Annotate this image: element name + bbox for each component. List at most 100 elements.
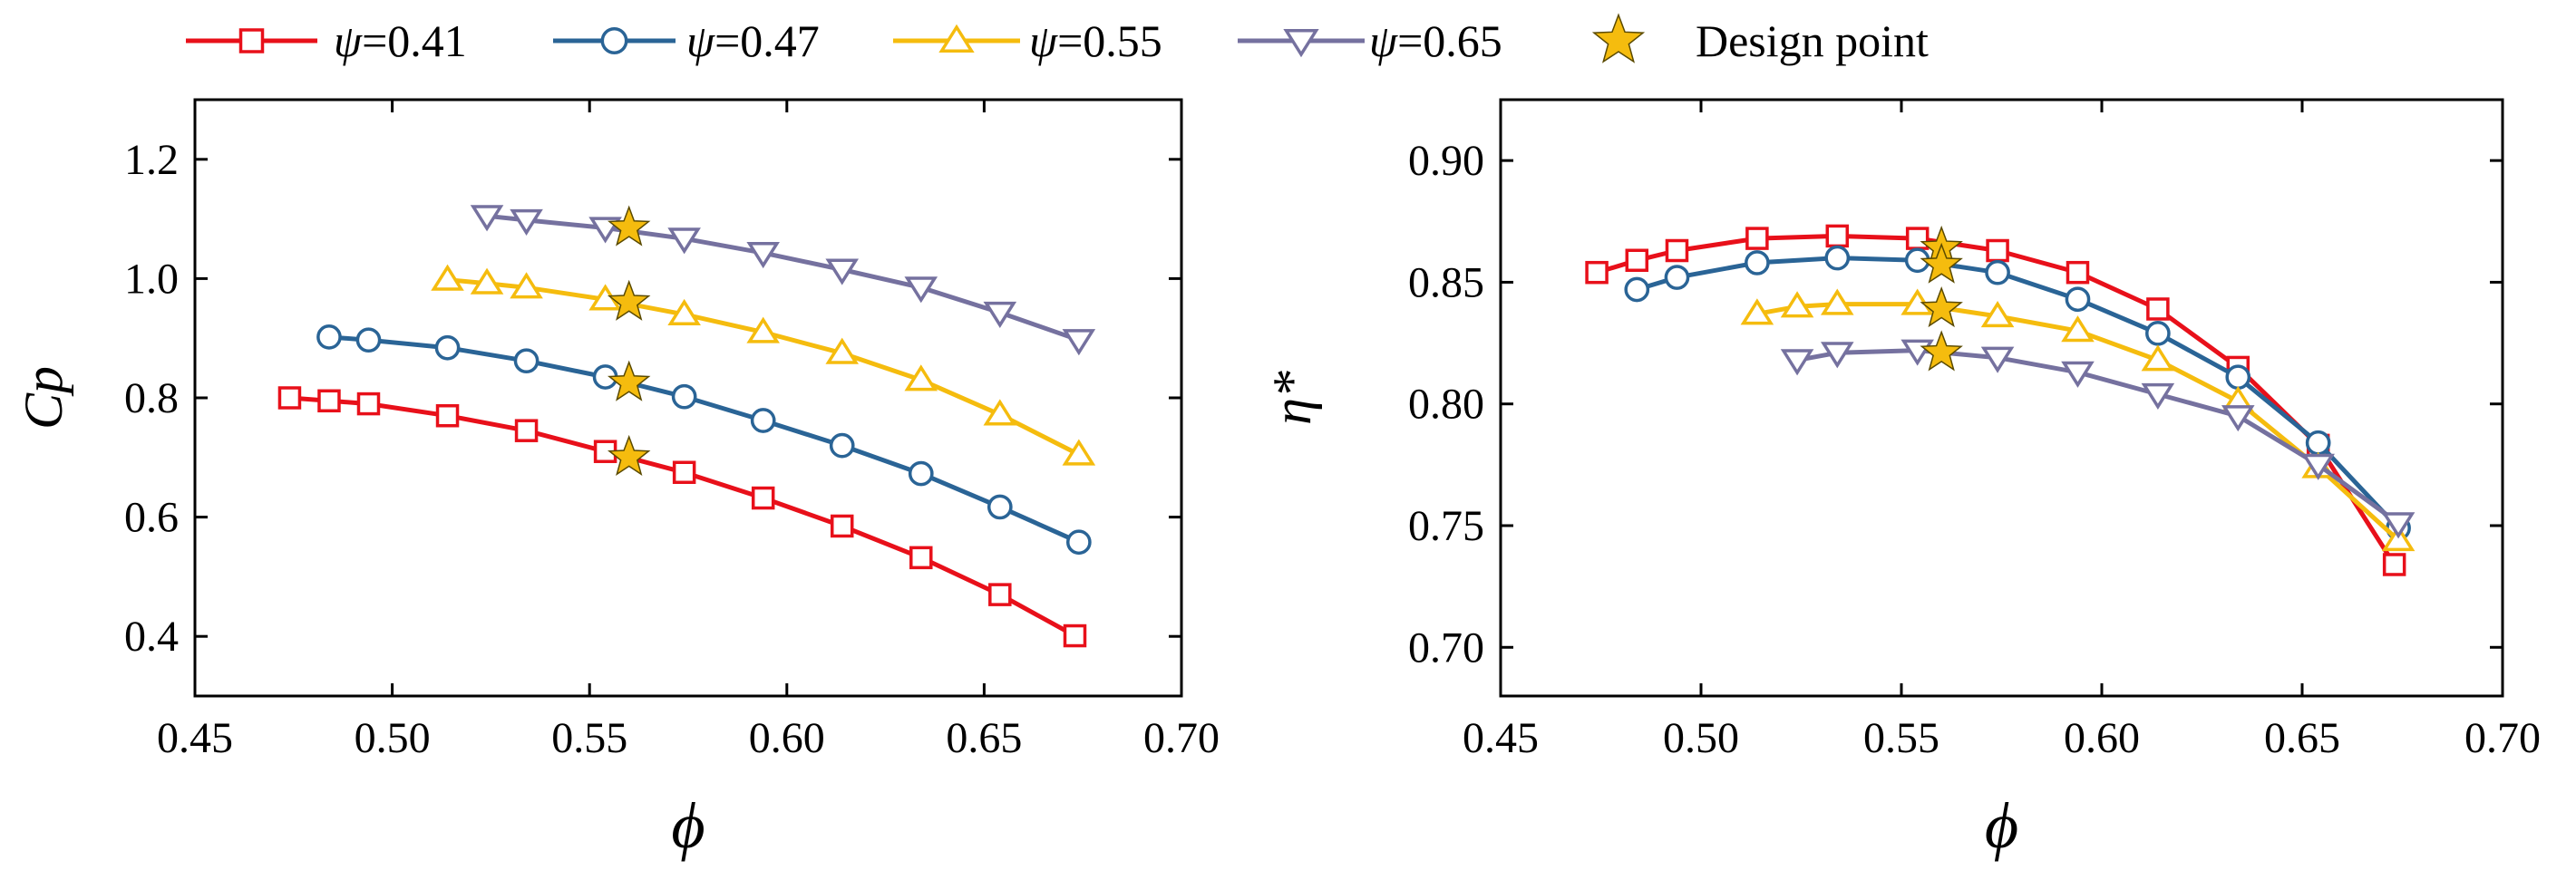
series-line <box>486 213 1080 343</box>
y-tick-label: 0.80 <box>1408 381 1484 429</box>
legend-value: =0.55 <box>1057 15 1162 66</box>
data-point <box>510 208 543 236</box>
design-point-star <box>1920 242 1963 284</box>
data-point <box>2381 512 2416 539</box>
x-tick-label: 0.65 <box>946 714 1022 762</box>
x-tick-label: 0.60 <box>2064 714 2140 762</box>
data-point <box>434 334 461 361</box>
data-point <box>470 267 504 295</box>
y-tick-label: 0.75 <box>1408 502 1484 550</box>
data-point <box>1820 342 1854 369</box>
data-point <box>667 298 701 325</box>
plot-frame <box>1499 98 2504 698</box>
data-point <box>2141 382 2175 411</box>
data-point <box>2221 405 2255 432</box>
y-tick-label: 0.6 <box>124 494 179 542</box>
design-point-star <box>1920 286 1963 328</box>
data-point <box>904 276 938 304</box>
series-circle <box>1624 245 2411 541</box>
data-point <box>746 242 780 269</box>
y-tick-label: 0.90 <box>1408 137 1484 185</box>
data-point <box>431 264 464 291</box>
series-circle <box>316 324 1092 556</box>
legend-marker <box>938 24 975 53</box>
data-point <box>470 205 504 232</box>
data-point <box>1824 245 1851 271</box>
x-tick-label: 0.55 <box>551 714 627 762</box>
series-line <box>447 277 1080 457</box>
legend-label: ψ=0.47 <box>686 15 820 66</box>
data-point <box>1585 260 1609 285</box>
data-point <box>908 460 934 487</box>
y-tick-label: 0.8 <box>124 374 179 422</box>
data-point <box>825 258 860 285</box>
x-tick-label: 0.50 <box>355 714 431 762</box>
design-point-star <box>608 434 651 476</box>
series-line <box>328 334 1080 545</box>
data-point <box>355 327 382 353</box>
x-tick-label: 0.70 <box>2464 714 2541 762</box>
legend-item: ψ=0.41 <box>186 15 467 66</box>
x-tick-label: 0.45 <box>157 714 233 762</box>
data-point <box>1980 300 2015 328</box>
data-point <box>435 403 460 428</box>
legend-symbol: ψ <box>686 15 715 66</box>
design-point-star <box>608 205 651 246</box>
legend-value: =0.41 <box>362 15 467 66</box>
y-tick-label: 0.85 <box>1408 258 1484 306</box>
data-point <box>1625 248 1649 273</box>
design-points <box>608 205 651 476</box>
legend-label: Design point <box>1696 15 1929 66</box>
legend-marker <box>600 27 628 54</box>
y-tick-label: 0.70 <box>1408 624 1484 672</box>
x-tick-label: 0.60 <box>749 714 825 762</box>
y-tick-label: 0.4 <box>124 613 179 661</box>
legend-label: ψ=0.41 <box>334 15 467 66</box>
data-point <box>987 494 1013 520</box>
data-point <box>514 419 539 442</box>
data-point <box>2305 430 2331 456</box>
data-point <box>2225 364 2251 391</box>
data-point <box>1905 227 1930 250</box>
legend-item: Design point <box>1591 13 1929 66</box>
series-triangle-down <box>470 205 1096 356</box>
data-point <box>1985 259 2010 285</box>
series-line <box>1636 256 2400 530</box>
data-point <box>1063 624 1087 648</box>
series-line <box>1756 302 2400 542</box>
series-square <box>277 386 1087 648</box>
data-point <box>671 383 697 410</box>
data-point <box>983 301 1017 328</box>
data-point <box>672 460 696 484</box>
data-point <box>1740 298 1774 325</box>
legend-value: =0.65 <box>1397 15 1502 66</box>
legend-symbol: ψ <box>1369 15 1398 66</box>
data-point <box>2061 361 2095 388</box>
design-point-star <box>1920 330 1963 372</box>
data-point <box>751 486 775 510</box>
data-point <box>1820 288 1854 315</box>
data-point <box>1780 291 1814 318</box>
data-point <box>510 272 543 299</box>
y-tick-label: 1.2 <box>124 136 179 184</box>
series-triangle-up <box>1740 288 2416 552</box>
x-tick-label: 0.65 <box>2264 714 2340 762</box>
data-point <box>1780 349 1814 376</box>
data-point <box>1825 224 1850 248</box>
data-point <box>1062 439 1096 466</box>
legend-value: Design point <box>1696 15 1929 66</box>
data-point <box>988 583 1012 606</box>
legend-value: =0.47 <box>714 15 820 66</box>
series-triangle-up <box>431 264 1096 466</box>
data-point <box>909 546 933 570</box>
y-axis-label: Cp <box>14 366 73 430</box>
data-point <box>1986 238 2009 263</box>
data-point <box>1664 265 1690 290</box>
x-axis-label: ϕ <box>671 789 705 862</box>
data-point <box>1624 276 1650 303</box>
legend-item: ψ=0.65 <box>1238 15 1502 66</box>
legend-symbol: ψ <box>1029 15 1058 66</box>
data-point <box>2301 453 2335 480</box>
data-point <box>316 324 342 350</box>
